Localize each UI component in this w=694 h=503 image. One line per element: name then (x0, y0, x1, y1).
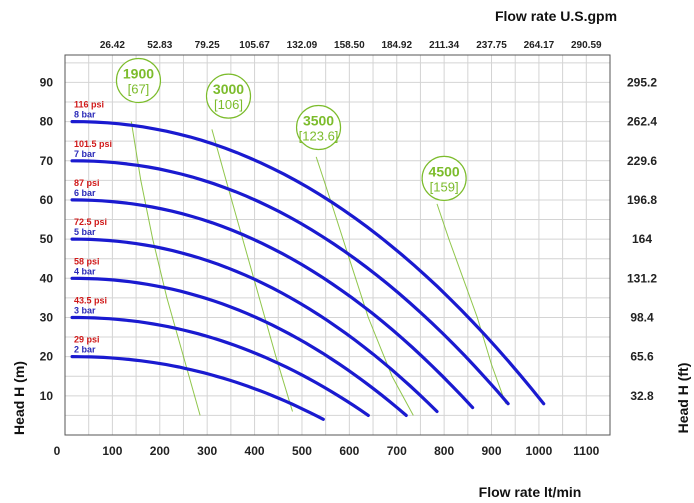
x2-axis-title: Flow rate U.S.gpm (495, 8, 617, 24)
y2-tick-label: 98.4 (630, 310, 654, 324)
speed-sublabel: [106] (214, 97, 243, 112)
x-axis-ticks: 0 100 200 300 400 500 600 700 800 900 1000 1100 (54, 444, 600, 458)
speed-line-4500 (437, 204, 506, 404)
bar-label: 8 bar (74, 110, 96, 120)
x-tick-label: 500 (292, 444, 312, 458)
x-tick-label: 700 (387, 444, 407, 458)
x-tick-label: 100 (102, 444, 122, 458)
psi-label: 43.5 psi (74, 295, 107, 305)
y2-tick-label: 131.2 (627, 271, 657, 285)
bar-label: 5 bar (74, 227, 96, 237)
x-axis-title: Flow rate lt/min (479, 484, 582, 500)
y2-axis-ticks: 295.2 262.4 229.6 196.8 164 131.2 98.4 65.6 32.8 (627, 75, 657, 402)
bar-label: 3 bar (74, 305, 96, 315)
psi-label: 29 psi (74, 335, 100, 345)
speed-label: 3000 (213, 81, 244, 97)
y-tick-label: 70 (40, 154, 54, 168)
y2-axis-title: Head H (ft) (675, 363, 691, 434)
psi-label: 101.5 psi (74, 139, 112, 149)
x2-tick-label: 105.67 (239, 40, 270, 51)
pressure-curves (72, 122, 544, 420)
x2-tick-label: 158.50 (334, 40, 365, 51)
y2-tick-label: 229.6 (627, 154, 657, 168)
x-tick-label: 800 (434, 444, 454, 458)
x2-tick-label: 290.59 (571, 40, 602, 51)
y-tick-label: 40 (40, 271, 54, 285)
x2-tick-label: 264.17 (524, 40, 555, 51)
psi-label: 87 psi (74, 178, 100, 188)
y-tick-label: 80 (40, 115, 54, 129)
bar-label: 2 bar (74, 345, 96, 355)
y2-tick-label: 164 (632, 232, 652, 246)
x-tick-label: 300 (197, 444, 217, 458)
y-tick-label: 50 (40, 232, 54, 246)
pressure-curve-3-bar (72, 318, 368, 416)
psi-label: 116 psi (74, 100, 104, 110)
speed-label: 4500 (429, 163, 460, 179)
y-tick-label: 90 (40, 75, 54, 89)
y-axis-ticks: 10 20 30 40 50 60 70 80 90 (40, 75, 54, 402)
y-tick-label: 10 (40, 389, 54, 403)
y-tick-label: 30 (40, 310, 54, 324)
speed-label: 3500 (303, 112, 334, 128)
x-tick-label: 400 (245, 444, 265, 458)
x-tick-label: 600 (339, 444, 359, 458)
y2-tick-label: 32.8 (630, 389, 654, 403)
y-tick-label: 60 (40, 193, 54, 207)
speed-sublabel: [159] (430, 179, 459, 194)
x2-tick-label: 52.83 (147, 40, 172, 51)
x-tick-label: 900 (482, 444, 502, 458)
x2-tick-label: 237.75 (476, 40, 507, 51)
bar-label: 4 bar (74, 266, 96, 276)
x-tick-label: 1000 (526, 444, 553, 458)
x2-axis-ticks: 26.42 52.83 79.25 105.67 132.09 158.50 184.92 2… (100, 40, 602, 51)
speed-sublabel: [123.6] (299, 128, 339, 143)
x2-tick-label: 132.09 (287, 40, 318, 51)
bar-label: 7 bar (74, 149, 96, 159)
x-tick-label: 200 (150, 444, 170, 458)
x2-tick-label: 79.25 (195, 40, 220, 51)
bar-label: 6 bar (74, 188, 96, 198)
speed-label: 1900 (123, 65, 154, 81)
y-axis-title: Head H (m) (11, 361, 27, 435)
x2-tick-label: 211.34 (429, 40, 459, 51)
psi-label: 72.5 psi (74, 217, 107, 227)
y2-tick-label: 295.2 (627, 75, 657, 89)
x2-tick-label: 26.42 (100, 40, 125, 51)
x2-tick-label: 184.92 (381, 40, 412, 51)
y2-tick-label: 65.6 (630, 350, 654, 364)
psi-label: 58 psi (74, 256, 100, 266)
x-tick-label: 1100 (573, 444, 599, 458)
x-tick-label: 0 (54, 444, 61, 458)
y2-tick-label: 262.4 (627, 115, 657, 129)
y2-tick-label: 196.8 (627, 193, 657, 207)
speed-sublabel: [67] (128, 81, 150, 96)
y-tick-label: 20 (40, 350, 54, 364)
